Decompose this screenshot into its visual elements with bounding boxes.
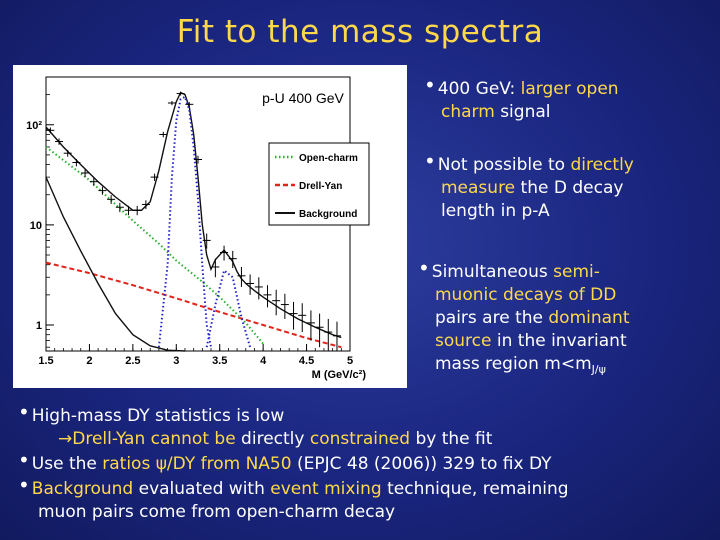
x-tick-label: 3 <box>173 355 179 367</box>
x-axis-label: M (GeV/c²) <box>312 369 367 381</box>
bullet-open-charm-signal: • 400 GeV: larger open charm signal <box>424 73 714 124</box>
text: mass region m<m <box>435 354 592 374</box>
text: the D decay <box>515 178 624 198</box>
series-background <box>45 176 186 352</box>
legend-label: Open-charm <box>299 153 358 164</box>
bullet-semimuonic-decays: • Simultaneous semi- muonic decays of DD … <box>418 256 714 377</box>
bullet-ratios: • Use the ratios ψ/DY from NA50 (EPJC 48 … <box>18 448 708 476</box>
bullet-dot: • <box>424 149 436 173</box>
y-tick-label: 1 <box>36 320 42 332</box>
text: Simultaneous <box>431 262 554 282</box>
bullet-dot: • <box>418 256 430 280</box>
highlight-text: measure <box>441 178 516 198</box>
bullet-dy-statistics: • High-mass DY statistics is low <box>18 400 708 428</box>
series-psi-prime <box>205 268 252 348</box>
text: evaluated with <box>133 479 271 499</box>
text: signal <box>494 102 551 122</box>
legend-label: Drell-Yan <box>299 181 342 192</box>
plot-title: p-U 400 GeV <box>262 90 344 106</box>
text: technique, remaining <box>381 479 569 499</box>
legend-label: Background <box>299 209 357 220</box>
highlight-text: ratios ψ/DY from NA50 <box>102 454 292 474</box>
bullet-dy-constraint: →Drell-Yan cannot be directly constraine… <box>18 428 708 451</box>
highlight-text: semi- <box>553 262 600 282</box>
x-tick-label: 3.5 <box>212 355 227 367</box>
x-tick-label: 2.5 <box>125 355 140 367</box>
y-tick-label: 10 <box>30 220 42 232</box>
highlight-text: constrained <box>309 429 411 449</box>
highlight-text: Background <box>31 479 134 499</box>
text: muon pairs come from open-charm decay <box>38 502 396 522</box>
text: High-mass DY statistics is low <box>31 406 285 426</box>
text: 400 GeV: <box>437 79 521 99</box>
highlight-text: muonic decays of DD <box>435 285 617 305</box>
bottom-bullets: • High-mass DY statistics is low →Drell-Y… <box>18 400 708 524</box>
bullet-dot: • <box>18 473 30 497</box>
text: Use the <box>31 454 103 474</box>
chart-svg: 1.5 2 2.5 3 3.5 4 4.5 5 1 10 10² M (GeV/c²) p-U 400 … <box>26 76 370 381</box>
text: in the invariant <box>491 331 627 351</box>
y-tick-label: 10² <box>26 120 42 132</box>
x-tick-label: 5 <box>347 355 353 367</box>
highlight-text: charm <box>441 102 495 122</box>
series-j-psi <box>157 95 212 348</box>
text: (EPJC 48 (2006)) 329 to fix DY <box>291 454 552 474</box>
mass-spectrum-plot: 1.5 2 2.5 3 3.5 4 4.5 5 1 10 10² M (GeV/c²) p-U 400 … <box>13 65 407 388</box>
highlight-text: dominant <box>548 308 630 328</box>
text: length in p-A <box>441 201 550 221</box>
series-open-charm <box>45 146 264 345</box>
bullet-dot: • <box>424 73 436 97</box>
text: directly <box>235 429 310 449</box>
slide-title: Fit to the mass spectra <box>176 14 544 50</box>
x-tick-label: 4 <box>260 355 267 367</box>
x-tick-label: 4.5 <box>299 355 314 367</box>
x-tick-label: 2 <box>86 355 92 367</box>
highlight-text: larger open <box>520 79 619 99</box>
arrow-icon: → <box>58 429 73 449</box>
highlight-text: source <box>435 331 492 351</box>
subscript-text: J/ψ <box>591 363 606 376</box>
bullet-dot: • <box>18 400 30 424</box>
text: by the fit <box>410 429 493 449</box>
x-tick-label: 1.5 <box>38 355 53 367</box>
bullet-dot: • <box>18 448 30 472</box>
bullet-background: • Background evaluated with event mixing … <box>18 473 708 501</box>
text: pairs are the <box>435 308 549 328</box>
text: Not possible to <box>437 155 571 175</box>
highlight-text: directly <box>570 155 634 175</box>
highlight-text: Drell-Yan cannot be <box>72 429 236 449</box>
series-drell-yan <box>45 261 342 349</box>
bullet-d-decay-length: • Not possible to directly measure the D … <box>424 149 714 223</box>
highlight-text: event mixing <box>270 479 382 499</box>
